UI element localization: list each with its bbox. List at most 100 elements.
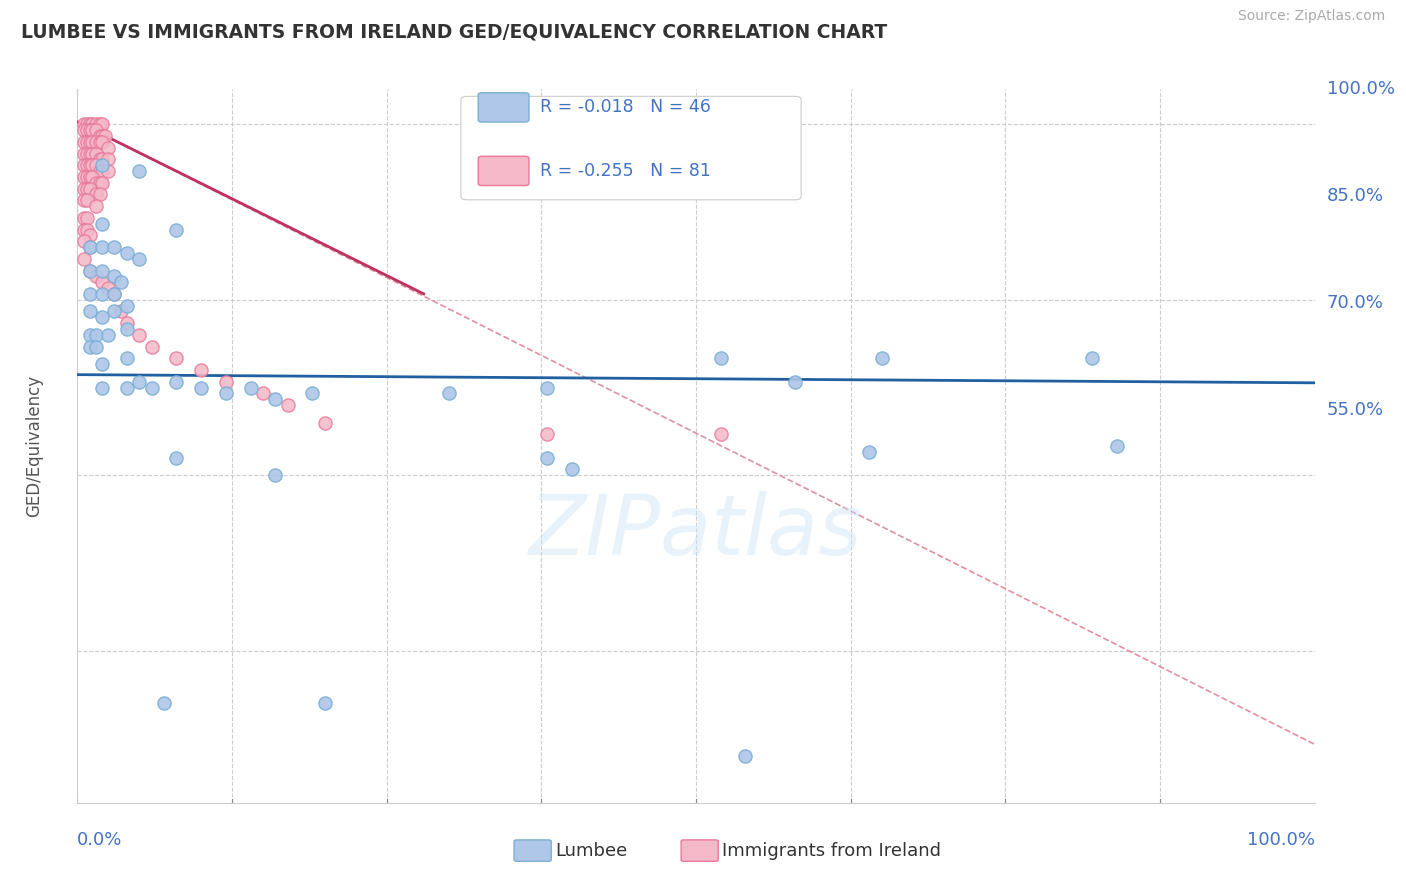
Point bbox=[115, 246, 138, 260]
Point bbox=[128, 164, 150, 178]
Point bbox=[110, 275, 132, 289]
Point bbox=[91, 310, 114, 325]
Point bbox=[89, 164, 111, 178]
Point bbox=[215, 386, 238, 401]
Point bbox=[91, 135, 114, 149]
Point bbox=[97, 164, 120, 178]
Text: Lumbee: Lumbee bbox=[555, 842, 627, 860]
Point bbox=[314, 697, 336, 711]
Point bbox=[710, 427, 733, 442]
Point bbox=[79, 240, 101, 254]
Point bbox=[79, 340, 101, 354]
Point bbox=[72, 158, 94, 172]
Point bbox=[89, 153, 111, 167]
Point bbox=[91, 158, 114, 172]
Point bbox=[89, 135, 111, 149]
Point bbox=[141, 340, 163, 354]
Point bbox=[84, 199, 107, 213]
FancyBboxPatch shape bbox=[478, 93, 529, 122]
Point bbox=[128, 327, 150, 342]
Point bbox=[710, 351, 733, 366]
Point bbox=[72, 234, 94, 248]
Point bbox=[76, 135, 98, 149]
Point bbox=[79, 240, 101, 254]
Point bbox=[76, 181, 98, 195]
Point bbox=[277, 398, 299, 412]
Point bbox=[76, 211, 98, 225]
Point bbox=[264, 392, 287, 407]
FancyBboxPatch shape bbox=[515, 840, 551, 862]
Point bbox=[858, 445, 880, 459]
Point bbox=[215, 375, 238, 389]
Text: GED/Equivalency: GED/Equivalency bbox=[25, 375, 44, 517]
Point bbox=[76, 117, 98, 131]
Point bbox=[84, 327, 107, 342]
FancyBboxPatch shape bbox=[681, 840, 718, 862]
Point bbox=[72, 181, 94, 195]
Point bbox=[115, 380, 138, 394]
Point bbox=[79, 169, 101, 184]
Point bbox=[72, 135, 94, 149]
Point bbox=[82, 123, 104, 137]
Point bbox=[115, 316, 138, 330]
Point bbox=[91, 357, 114, 371]
Point bbox=[82, 158, 104, 172]
Point bbox=[89, 117, 111, 131]
Text: ZIPatlas: ZIPatlas bbox=[529, 491, 863, 572]
Point bbox=[91, 240, 114, 254]
Point bbox=[97, 281, 120, 295]
Point bbox=[115, 299, 138, 313]
Point bbox=[870, 351, 893, 366]
Point bbox=[79, 158, 101, 172]
Point bbox=[84, 187, 107, 202]
Point bbox=[79, 117, 101, 131]
Point bbox=[128, 252, 150, 266]
Point bbox=[79, 181, 101, 195]
Point bbox=[734, 749, 756, 764]
Text: R = -0.255   N = 81: R = -0.255 N = 81 bbox=[540, 162, 711, 180]
Point bbox=[89, 128, 111, 143]
Point bbox=[264, 468, 287, 483]
Point bbox=[72, 211, 94, 225]
Point bbox=[91, 176, 114, 190]
Point bbox=[82, 146, 104, 161]
Point bbox=[115, 351, 138, 366]
Point bbox=[82, 169, 104, 184]
Point bbox=[1081, 351, 1104, 366]
Point bbox=[84, 146, 107, 161]
Point bbox=[76, 123, 98, 137]
Point bbox=[76, 158, 98, 172]
Text: LUMBEE VS IMMIGRANTS FROM IRELAND GED/EQUIVALENCY CORRELATION CHART: LUMBEE VS IMMIGRANTS FROM IRELAND GED/EQ… bbox=[21, 22, 887, 41]
Point bbox=[165, 351, 187, 366]
Text: 70.0%: 70.0% bbox=[1327, 294, 1384, 312]
Point bbox=[84, 123, 107, 137]
Point bbox=[79, 123, 101, 137]
Point bbox=[110, 304, 132, 318]
Point bbox=[252, 386, 274, 401]
Point bbox=[93, 128, 115, 143]
Point bbox=[301, 386, 323, 401]
Point bbox=[91, 153, 114, 167]
Point bbox=[115, 322, 138, 336]
Text: 85.0%: 85.0% bbox=[1327, 187, 1384, 205]
Point bbox=[84, 135, 107, 149]
Point bbox=[190, 380, 212, 394]
Point bbox=[84, 269, 107, 284]
Point bbox=[103, 269, 125, 284]
Point bbox=[103, 304, 125, 318]
Point bbox=[91, 275, 114, 289]
Text: Source: ZipAtlas.com: Source: ZipAtlas.com bbox=[1237, 9, 1385, 23]
Point bbox=[79, 287, 101, 301]
Point bbox=[165, 222, 187, 236]
Point bbox=[76, 194, 98, 208]
Point bbox=[97, 327, 120, 342]
Point bbox=[437, 386, 460, 401]
Text: 55.0%: 55.0% bbox=[1327, 401, 1384, 419]
Point bbox=[783, 375, 806, 389]
Point bbox=[103, 287, 125, 301]
Point bbox=[91, 287, 114, 301]
FancyBboxPatch shape bbox=[478, 156, 529, 186]
Point bbox=[97, 153, 120, 167]
Point bbox=[79, 135, 101, 149]
Point bbox=[239, 380, 262, 394]
